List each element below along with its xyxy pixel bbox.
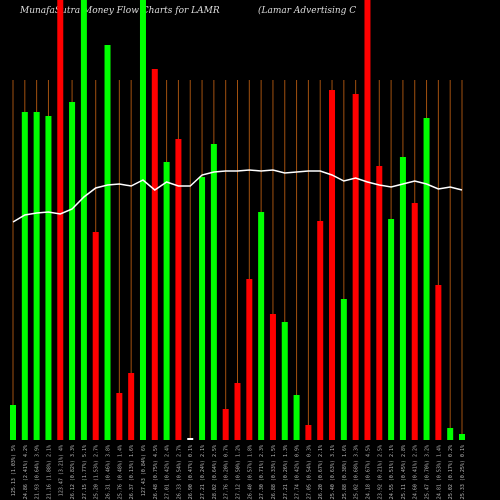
bar xyxy=(210,144,217,440)
x-tick-label: 125.88 (0.38%) 1.6% xyxy=(342,445,348,500)
bar xyxy=(281,322,288,440)
x-tick-label: 125.33 (0.25%) 0.1% xyxy=(460,445,466,500)
x-tick-label: 126.37 (0.13%) 1.6% xyxy=(129,445,135,500)
x-tick-label: 125.02 (0.17%) 0.2% xyxy=(448,445,454,500)
x-tick-label: 127.74 (0.42%) 0.9% xyxy=(295,445,301,500)
x-tick-label: 128.02 (0.64%) 2.5% xyxy=(212,445,218,500)
x-tick-label: 127.01 (0.42%) 2.4% xyxy=(165,445,171,500)
x-tick-label: 126.90 (0.47%) 0.1% xyxy=(188,445,194,500)
x-tick-label: 126.20 (0.67%) 2.1% xyxy=(318,445,324,500)
x-tick-label: 121.16 (1.88%) 2.1% xyxy=(46,445,52,500)
bar xyxy=(104,45,111,440)
bar xyxy=(116,393,123,440)
bar xyxy=(459,434,465,440)
bar xyxy=(175,139,182,440)
bar xyxy=(340,299,347,440)
bars xyxy=(10,0,465,440)
x-tick-label: 127.05 (0.54%) 0.3% xyxy=(306,445,312,500)
x-tick-label: 127.76 (0.20%) 0.7% xyxy=(224,445,230,500)
x-tick-label: 126.48 (0.75%) 4.5% xyxy=(153,445,159,500)
bar xyxy=(423,118,430,440)
bar xyxy=(234,383,241,440)
bar xyxy=(329,90,336,440)
x-tick-label: 124.55 (0.51%) 2.1% xyxy=(389,445,395,500)
bar xyxy=(128,373,135,440)
chart-subtitle: (Lamar Advertising C xyxy=(258,5,356,16)
bar xyxy=(411,203,418,440)
bar xyxy=(199,177,206,440)
x-tick-label: 125.02 (0.68%) 3.3% xyxy=(354,445,360,500)
bar xyxy=(376,166,383,440)
x-tick-label: 124.60 (0.41%) 2.2% xyxy=(413,445,419,500)
bar xyxy=(163,162,170,440)
bar xyxy=(187,438,194,440)
bar xyxy=(10,405,16,440)
bar xyxy=(293,395,300,440)
x-tick-label: 127.30 (0.71%) 2.3% xyxy=(259,445,265,500)
bar xyxy=(305,425,312,440)
x-tick-label: 125.20 (1.53%) 2.7% xyxy=(94,445,100,500)
x-tick-label: 123.47 (3.21%) 4% xyxy=(58,445,64,496)
bar xyxy=(364,0,371,440)
bar xyxy=(258,212,265,440)
bar xyxy=(317,221,324,440)
bar xyxy=(21,112,28,440)
bar xyxy=(269,314,276,440)
x-tick-label: 126.33 (0.54%) 2.7% xyxy=(176,445,182,500)
x-tick-label: 127.21 (0.24%) 2.1% xyxy=(200,445,206,500)
bar xyxy=(222,409,229,440)
bar xyxy=(151,69,158,440)
chart-title: MunafaSutra Money Flow Charts for LAMR xyxy=(19,6,220,16)
x-tick-label: 121.93 (0.64%) 3.9% xyxy=(35,445,41,500)
x-tick-label: 125.47 (0.70%) 3.2% xyxy=(425,445,431,500)
bar xyxy=(69,102,76,440)
bar xyxy=(388,219,395,440)
x-tick-label: 125.76 (0.48%) 1.4% xyxy=(117,445,123,500)
x-tick-label: 125.11 (0.45%) 2.8% xyxy=(401,445,407,500)
x-tick-label: 126.12 (0.82%) 3.3% xyxy=(70,445,76,500)
x-tick-label: 123.92 (0.21%) 2.5% xyxy=(377,445,383,500)
x-tick-label: 124.86 (2.41%) 4.2% xyxy=(23,445,29,500)
x-tick-label: 124.81 (0.53%) 1.4% xyxy=(436,445,442,500)
x-tick-label: 127.21 (0.26%) 1.3% xyxy=(283,445,289,500)
bar xyxy=(80,0,87,440)
x-tick-label: 124.18 (0.67%) 4.5% xyxy=(365,445,371,500)
bar xyxy=(139,0,146,440)
bar xyxy=(399,157,406,440)
bar xyxy=(352,94,359,440)
bar xyxy=(45,116,52,440)
bar xyxy=(33,112,40,440)
x-tick-label: 127.15 (1.77%) 5.1% xyxy=(82,445,88,500)
x-tick-label: 127.12 (0.50%) 1.2% xyxy=(236,445,242,500)
x-tick-label: 125.13 (1.03%) 5% xyxy=(11,445,17,496)
bar xyxy=(57,0,64,440)
x-tick-label: 126.31 (0.46%) 3.8% xyxy=(106,445,112,500)
x-tick-label: 126.88 (0.33%) 1.5% xyxy=(271,445,277,500)
bar xyxy=(435,285,442,440)
bar xyxy=(447,428,454,440)
x-tick-label: 125.40 (0.63%) 3.1% xyxy=(330,445,336,500)
x-tick-label: 127.43 (0.84%) 6% xyxy=(141,445,147,496)
bar xyxy=(246,279,253,440)
x-tick-label: 126.40 (0.57%) 1.8% xyxy=(247,445,253,500)
money-flow-line xyxy=(12,169,463,223)
bar xyxy=(92,232,99,440)
